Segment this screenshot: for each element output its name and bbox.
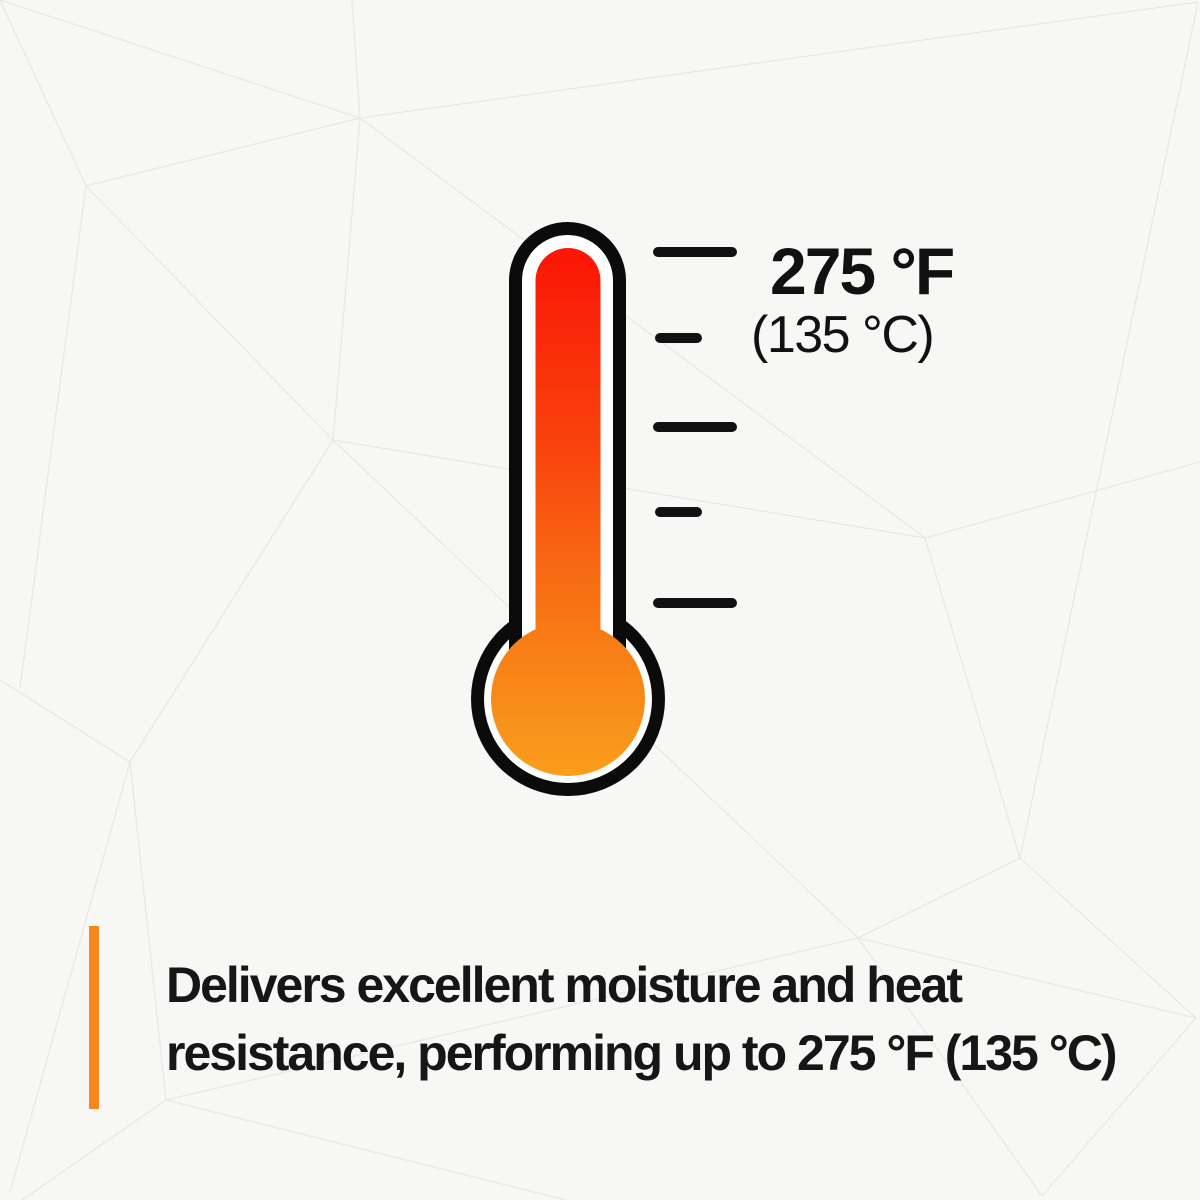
mesh-line bbox=[857, 937, 1197, 1019]
mesh-line bbox=[165, 1099, 567, 1200]
mesh-line bbox=[19, 185, 87, 689]
mesh-line bbox=[924, 461, 1200, 539]
mesh-line bbox=[332, 117, 361, 441]
temperature-fahrenheit-label: 275 °F bbox=[770, 234, 955, 308]
mesh-line bbox=[0, 0, 87, 187]
mesh-line bbox=[359, 117, 926, 539]
scale-tick-marks bbox=[653, 247, 737, 608]
mesh-line bbox=[21, 1099, 167, 1200]
mesh-line bbox=[165, 937, 859, 1101]
mesh-line bbox=[129, 439, 334, 763]
mesh-line bbox=[857, 937, 1043, 1197]
mesh-line bbox=[1019, 1, 1199, 859]
caption-line-1: Delivers excellent moisture and heat bbox=[166, 957, 963, 1013]
mesh-line bbox=[857, 857, 1021, 939]
mesh-line bbox=[1041, 1017, 1197, 1197]
mesh-line bbox=[0, 679, 131, 763]
mesh-line bbox=[1019, 857, 1197, 1019]
mesh-line bbox=[351, 0, 361, 119]
mesh-line bbox=[9, 761, 131, 1193]
mesh-line bbox=[129, 761, 167, 1101]
accent-bar bbox=[89, 926, 99, 1109]
mesh-line bbox=[332, 439, 926, 539]
caption-text: Delivers excellent moisture and heat res… bbox=[166, 951, 1117, 1087]
thermometer-fluid-bulb bbox=[491, 622, 645, 776]
mesh-line bbox=[85, 117, 361, 187]
mesh-line bbox=[85, 185, 334, 441]
thermometer-icon bbox=[471, 222, 665, 796]
mesh-line bbox=[0, 0, 361, 119]
thermometer-fluid-stem bbox=[535, 247, 601, 650]
mesh-line bbox=[359, 1, 1199, 119]
mesh-line bbox=[924, 537, 1021, 859]
temperature-celsius-label: (135 °C) bbox=[751, 306, 935, 364]
caption-line-2: resistance, performing up to 275 °F (135… bbox=[166, 1025, 1117, 1081]
